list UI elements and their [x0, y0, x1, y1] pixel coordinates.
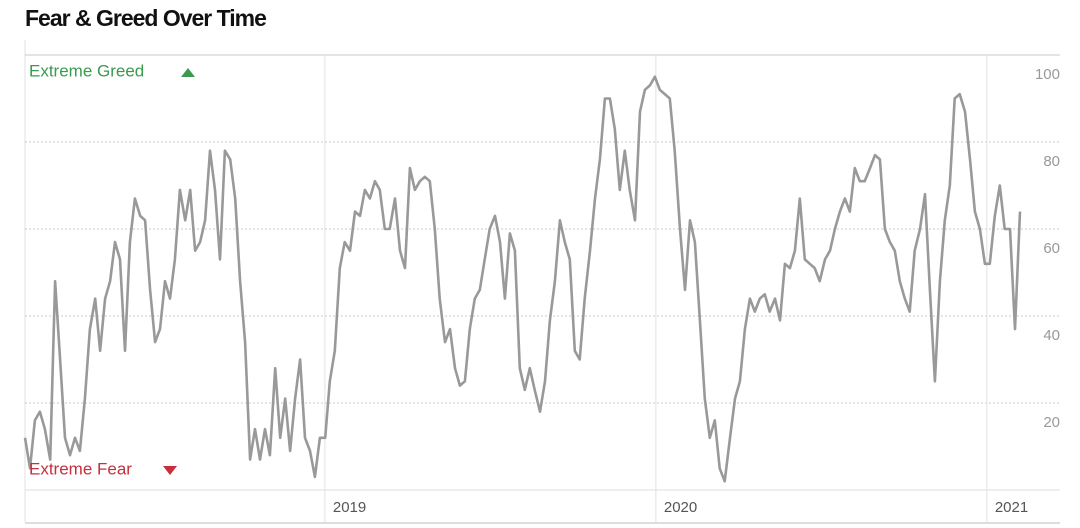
y-tick-label: 40 [1043, 327, 1060, 344]
extreme-fear-label: Extreme Fear [29, 459, 132, 478]
up-arrow [181, 68, 195, 77]
y-tick-label: 100 [1035, 66, 1060, 83]
chart-title: Fear & Greed Over Time [25, 5, 266, 31]
x-tick-label: 2019 [333, 499, 366, 516]
extreme-greed-label: Extreme Greed [29, 61, 144, 80]
y-tick-label: 80 [1043, 153, 1060, 170]
down-arrow [163, 466, 177, 475]
y-tick-label: 20 [1043, 414, 1060, 431]
line [23, 75, 1022, 483]
grid: 20 40 60 80 100 2019 2020 2021 [25, 54, 1060, 522]
plot [23, 75, 1022, 483]
y-tick-label: 60 [1043, 240, 1060, 257]
x-tick-label: 2021 [995, 499, 1028, 516]
x-tick-label: 2020 [664, 499, 697, 516]
